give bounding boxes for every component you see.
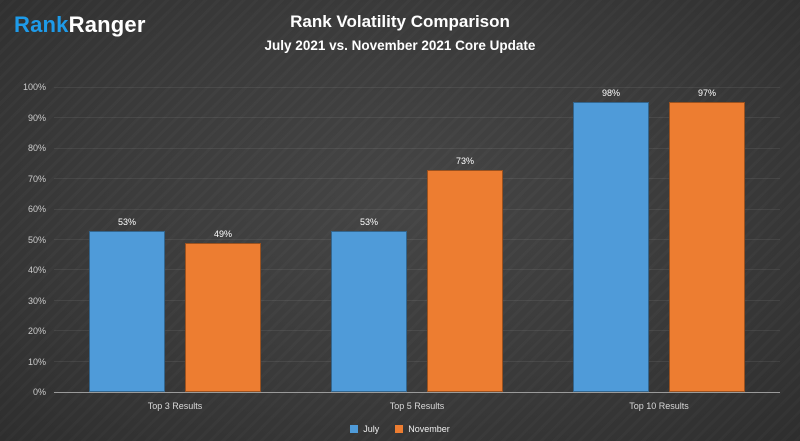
logo-rank-text: Rank xyxy=(14,12,69,37)
legend-item: July xyxy=(350,424,379,434)
y-tick-label: 60% xyxy=(27,204,46,214)
bar-july xyxy=(573,102,649,392)
category-label: Top 10 Results xyxy=(629,401,689,411)
bar-group: 98% 97% Top 10 Results xyxy=(573,88,745,411)
gridline xyxy=(54,87,780,88)
category-label: Top 3 Results xyxy=(147,401,203,411)
gridline xyxy=(54,360,780,362)
y-tick-label: 30% xyxy=(27,295,46,306)
gridline xyxy=(54,117,780,119)
legend: July November xyxy=(0,424,800,434)
y-tick-label: 10% xyxy=(27,356,46,367)
bar-july xyxy=(89,230,165,392)
gridline xyxy=(54,208,780,210)
legend-label: July xyxy=(363,424,380,434)
bar-value-label: 98% xyxy=(601,88,620,98)
bar-november xyxy=(185,243,261,392)
y-tick-label: 50% xyxy=(27,234,46,245)
y-axis-labels: 0% 10% 20% 30% 40% 50% 60% 70% 80% 90% 100% xyxy=(10,82,54,397)
y-tick-label: 70% xyxy=(27,173,46,184)
chart-title: Rank Volatility Comparison xyxy=(290,12,510,31)
bar-group: 53% 49% Top 3 Results xyxy=(89,88,261,411)
y-tick-label: 40% xyxy=(27,265,46,275)
bar-november xyxy=(669,102,745,392)
bar-column: 98% xyxy=(573,88,649,392)
gridline xyxy=(54,178,780,180)
bar-column: 73% xyxy=(427,88,503,392)
gridline xyxy=(54,239,780,240)
y-tick-label: 100% xyxy=(22,82,46,92)
bar-group: 53% 73% Top 5 Results xyxy=(331,88,503,411)
logo-ranger-text: Ranger xyxy=(68,12,146,37)
bar-july xyxy=(331,230,407,392)
bar-column: 97% xyxy=(669,88,745,392)
y-tick-label: 20% xyxy=(27,326,46,336)
legend-item: November xyxy=(395,424,450,434)
y-tick-label: 90% xyxy=(27,112,46,123)
y-tick-label: 80% xyxy=(27,143,46,153)
bar-value-label: 73% xyxy=(455,156,474,167)
legend-swatch xyxy=(350,425,359,433)
chart-header: Rank Volatility Comparison July 2021 vs.… xyxy=(0,12,800,53)
gridline xyxy=(54,147,780,149)
bar-column: 53% xyxy=(89,88,165,392)
bar-chart: 0% 10% 20% 30% 40% 50% 60% 70% 80% 90% 100% 53% 49%… xyxy=(10,82,780,411)
rankranger-logo: RankRanger xyxy=(14,12,146,38)
bar-november xyxy=(427,170,503,392)
gridline xyxy=(54,269,780,271)
bar-column: 49% xyxy=(185,88,261,392)
chart-subtitle: July 2021 vs. November 2021 Core Update xyxy=(264,38,536,53)
legend-label: November xyxy=(408,424,450,434)
category-label: Top 5 Results xyxy=(389,401,445,411)
bar-value-label: 53% xyxy=(359,216,378,227)
bar-value-label: 53% xyxy=(117,216,136,227)
y-tick-label: 0% xyxy=(32,387,46,397)
bar-value-label: 97% xyxy=(697,88,716,98)
bar-column: 53% xyxy=(331,88,407,392)
legend-swatch xyxy=(395,425,404,433)
gridline xyxy=(54,299,780,301)
bar-value-label: 49% xyxy=(213,229,232,240)
gridline xyxy=(54,330,780,332)
plot-area: 53% 49% Top 3 Results 53% 73% Top 5 Results 98… xyxy=(54,87,780,411)
